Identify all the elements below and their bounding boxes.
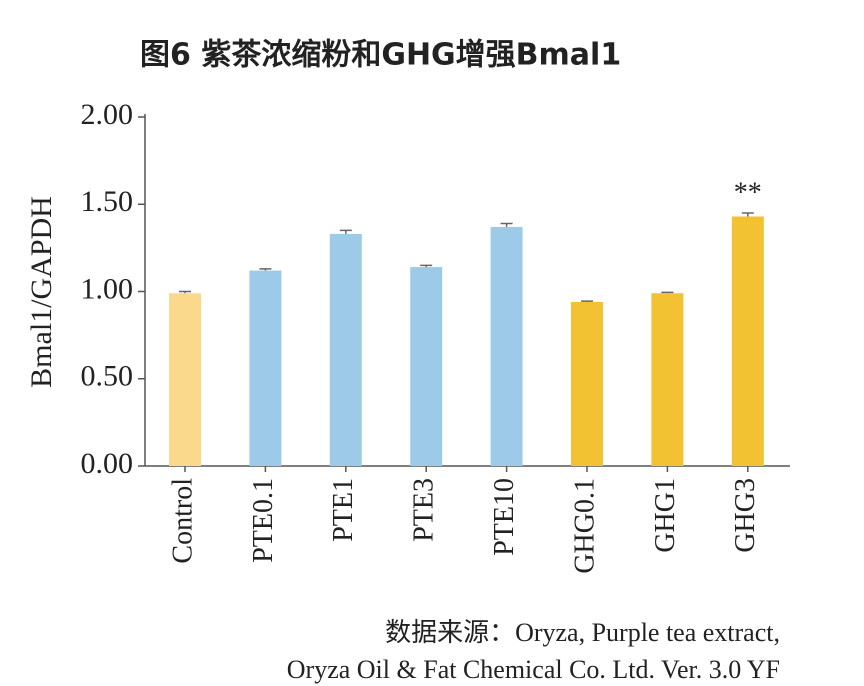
x-tick-label: PTE1 [328,478,359,542]
bar [731,216,764,466]
error-bar [420,264,433,268]
x-tick-label: Control [167,478,198,564]
bar [490,226,523,466]
error-bar [179,290,191,294]
bar [651,293,684,466]
error-bar [500,222,513,227]
bar [169,293,201,466]
x-tick-label: PTE3 [409,478,440,542]
error-bar [581,300,593,302]
source-line: Oryza Oil & Fat Chemical Co. Ltd. Ver. 3… [287,655,780,684]
bar [571,301,603,466]
y-tick-label: 2.00 [81,98,134,131]
error-bar [339,229,352,234]
chart-title: 图6 紫茶浓缩粉和GHG增强Bmal1 [140,38,621,73]
x-tick-label: GHG0.1 [569,478,600,574]
x-tick-label: PTE0.1 [248,478,279,563]
significance-label: ** [734,177,762,208]
bar [410,267,443,466]
x-tick-label: PTE10 [489,478,520,556]
x-tick-label: GHG3 [730,478,761,553]
y-tick-label: 0.00 [81,447,134,480]
x-tick-label: GHG1 [650,478,681,553]
y-tick-label: 1.00 [81,272,134,305]
source-line: 数据来源：Oryza, Purple tea extract, [385,618,780,647]
error-bar [741,212,754,217]
y-tick-label: 0.50 [81,360,134,393]
error-bar [259,268,272,271]
bar [329,233,362,466]
y-tick-label: 1.50 [81,185,134,218]
y-axis-label: Bmal1/GAPDH [25,196,58,388]
bar [249,270,282,466]
error-bar [661,291,674,294]
